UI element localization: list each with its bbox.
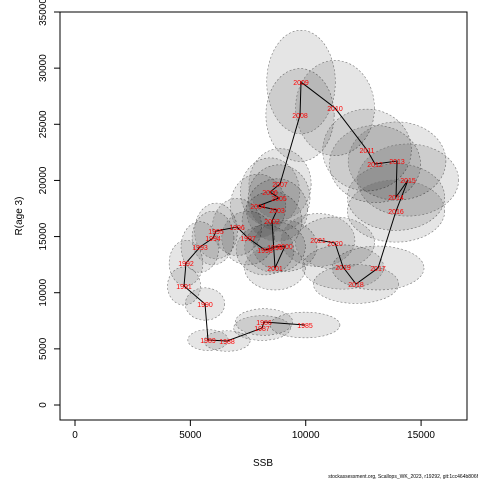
x-tick-label: 15000 xyxy=(407,430,435,441)
year-label: 2001 xyxy=(267,266,283,273)
year-label: 2005 xyxy=(271,196,287,203)
year-label: 2019 xyxy=(335,265,351,272)
y-tick-label: 5000 xyxy=(38,337,49,360)
year-label: 1998 xyxy=(257,248,273,255)
x-tick-label: 0 xyxy=(72,430,78,441)
y-tick-label: 15000 xyxy=(38,222,49,250)
x-tick-label: 10000 xyxy=(292,430,320,441)
year-label: 1990 xyxy=(197,302,213,309)
year-label: 2013 xyxy=(389,159,405,166)
y-tick-label: 0 xyxy=(38,402,49,408)
year-label: 1993 xyxy=(192,245,208,252)
footnote: stockassessment.org, Scallops_WK_2023, r… xyxy=(328,474,478,480)
year-label: 2012 xyxy=(367,162,383,169)
year-label: 2015 xyxy=(400,178,416,185)
year-label: 2003 xyxy=(269,208,285,215)
year-label: 1989 xyxy=(200,338,216,345)
year-label: 2000 xyxy=(277,244,293,251)
x-tick-label: 5000 xyxy=(179,430,202,441)
year-label: 2020 xyxy=(327,241,343,248)
trajectory-line xyxy=(183,81,409,342)
year-label: 2017 xyxy=(370,266,386,273)
year-label: 2007 xyxy=(272,182,288,189)
year-label: 2016 xyxy=(388,209,404,216)
year-label: 1999 xyxy=(267,245,283,252)
year-label: 2014 xyxy=(388,195,404,202)
year-label: 1996 xyxy=(229,225,245,232)
plot-box xyxy=(59,11,468,421)
y-tick-label: 25000 xyxy=(38,110,49,138)
year-label: 2021 xyxy=(310,238,326,245)
year-label: 1992 xyxy=(178,261,194,268)
year-label: 1994 xyxy=(205,236,221,243)
year-label: 2010 xyxy=(327,106,343,113)
year-label: 1997 xyxy=(240,236,256,243)
x-axis-label: SSB xyxy=(253,458,273,469)
year-label: 2008 xyxy=(292,113,308,120)
year-label: 2006 xyxy=(262,190,278,197)
year-label: 1991 xyxy=(176,284,192,291)
year-label: 2018 xyxy=(348,282,364,289)
year-label: 1986 xyxy=(256,320,272,327)
y-axis-label: R(age 3) xyxy=(14,197,25,236)
year-label: 1985 xyxy=(297,323,313,330)
year-label: 1987 xyxy=(254,326,270,333)
year-label: 2002 xyxy=(264,219,280,226)
year-label: 2011 xyxy=(359,148,374,155)
year-label: 2009 xyxy=(293,80,309,87)
year-label: 1988 xyxy=(219,339,235,346)
year-label: 2004 xyxy=(250,204,266,211)
y-tick-label: 30000 xyxy=(38,54,49,82)
y-tick-label: 35000 xyxy=(38,0,49,26)
y-tick-label: 20000 xyxy=(38,166,49,194)
year-label: 1995 xyxy=(208,229,224,236)
y-tick-label: 10000 xyxy=(38,278,49,306)
